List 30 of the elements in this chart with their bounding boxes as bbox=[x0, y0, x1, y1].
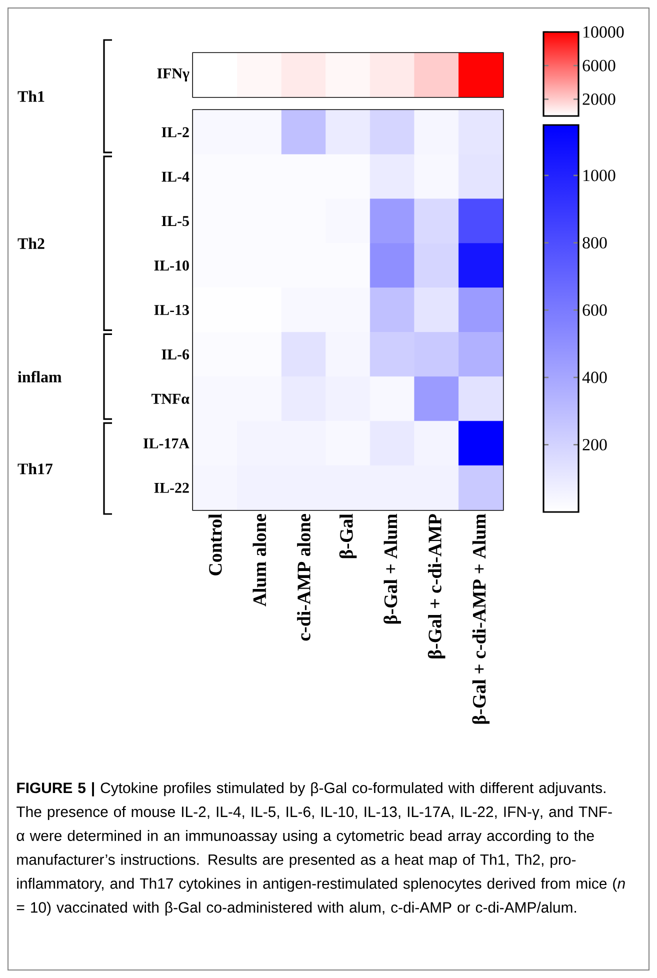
y-tick-label: IL-13 bbox=[154, 304, 189, 316]
x-tick-label: β-Gal + c-di-AMP bbox=[428, 514, 446, 658]
x-tick-label: β-Gal + c-di-AMP + Alum bbox=[472, 514, 490, 724]
x-tick-label: β-Gal + Alum bbox=[384, 514, 401, 624]
color-bar-label: 1000 bbox=[584, 170, 616, 182]
y-tick-label: IL-4 bbox=[162, 172, 190, 182]
text: Th1 bbox=[18, 90, 44, 102]
text: Th2 bbox=[18, 238, 44, 249]
y-tick-label: IL-17A bbox=[143, 438, 190, 448]
x-tick-label: Alum alone bbox=[252, 514, 266, 606]
x-tick-label: β-Gal bbox=[339, 514, 357, 558]
color-bar-label: 2000 bbox=[582, 93, 616, 105]
x-tick-label: c-di-AMP alone bbox=[297, 514, 310, 641]
color-bar-label: 6000 bbox=[582, 60, 616, 72]
y-tick-label: IL-6 bbox=[162, 349, 190, 360]
color-bar-label: 800 bbox=[582, 237, 607, 249]
color-bar-label: 200 bbox=[582, 438, 607, 450]
y-tick-label: IL-22 bbox=[154, 482, 189, 493]
x-tick-label: Control bbox=[208, 514, 222, 576]
y-tick-label: TNFα bbox=[151, 394, 190, 404]
y-tick-label: IFNγ bbox=[157, 68, 190, 82]
y-tick-label: IL-2 bbox=[162, 127, 189, 138]
color-bar-label: 400 bbox=[582, 372, 607, 384]
color-bar-label: 10000 bbox=[584, 26, 624, 38]
text: Th17 bbox=[18, 463, 53, 474]
y-tick-label: IL-10 bbox=[154, 260, 189, 271]
text: FIGURE 5 | Cytokine profiles stimulated by β-Gal co-formulated with different adjuvants. The presence of mouse IL-2, IL-4, IL-5, IL-6, IL-10, IL-13, IL-17A, IL-22, IFN-γ, and TNF-α were determined in an immunoassay using a cytometric bead array according to the manufacturer’s instructions. Results are presented as a heat map of Th1, Th2, pro-inflammatory, and Th17 cytokines in antigen-restimulated splenocytes derived from mice (n = 10) vaccinated with β-Gal co-administered with alum, c-di-AMP or c-di-AMP/alum. bbox=[16, 782, 625, 916]
color-bar-label: 600 bbox=[582, 304, 607, 316]
text: inflam bbox=[18, 371, 62, 382]
y-tick-label: IL-5 bbox=[162, 216, 189, 226]
